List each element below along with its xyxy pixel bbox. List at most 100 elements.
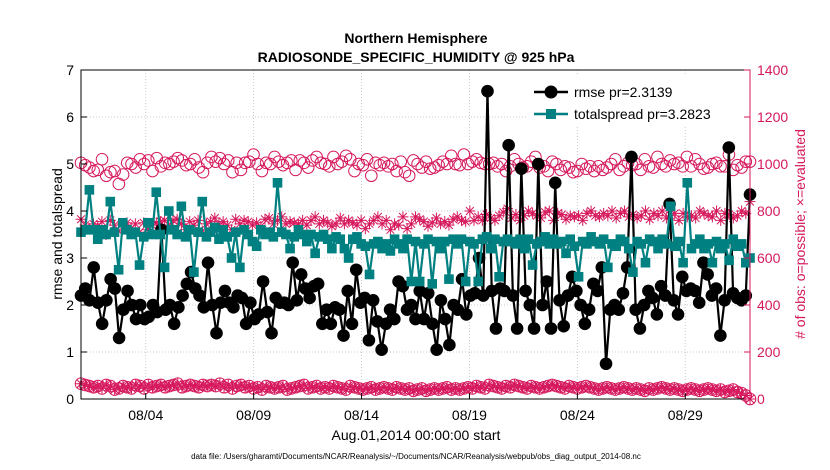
data-point-evaluated bbox=[315, 382, 327, 394]
data-point-possible bbox=[428, 161, 441, 174]
data-point-possible bbox=[217, 157, 231, 171]
data-point-totalspread bbox=[527, 260, 538, 270]
data-point-evaluated bbox=[104, 214, 116, 226]
data-point-totalspread bbox=[603, 262, 613, 273]
data-point-evaluated bbox=[264, 381, 276, 393]
data-point-rmse bbox=[510, 322, 524, 335]
data-point-rmse bbox=[667, 294, 681, 307]
left-axis-tick-label: 4 bbox=[66, 203, 74, 219]
data-point-evaluated bbox=[689, 384, 701, 396]
data-point-evaluated bbox=[374, 382, 386, 394]
data-point-rmse bbox=[650, 308, 664, 321]
data-point-evaluated bbox=[492, 381, 504, 393]
data-point-possible bbox=[188, 153, 201, 166]
data-point-evaluated bbox=[715, 384, 727, 396]
data-point-evaluated bbox=[618, 381, 630, 393]
data-point-evaluated bbox=[428, 382, 440, 394]
series-layer bbox=[74, 84, 757, 406]
data-point-evaluated bbox=[727, 384, 739, 396]
data-point-totalspread bbox=[172, 229, 182, 240]
data-point-evaluated bbox=[180, 380, 192, 392]
data-point-evaluated bbox=[543, 205, 555, 217]
data-point-evaluated bbox=[698, 384, 710, 396]
series-square bbox=[76, 178, 755, 289]
data-point-evaluated bbox=[552, 207, 564, 219]
data-point-possible bbox=[638, 153, 652, 166]
data-point-totalspread bbox=[674, 236, 684, 247]
data-point-possible bbox=[184, 157, 197, 171]
data-point-rmse bbox=[167, 317, 181, 331]
data-point-possible bbox=[583, 160, 597, 173]
data-point-rmse bbox=[265, 326, 278, 340]
data-point-possible bbox=[327, 150, 340, 164]
data-point-totalspread bbox=[343, 253, 354, 263]
data-point-evaluated bbox=[248, 382, 260, 394]
data-point-evaluated bbox=[635, 384, 647, 396]
right-axis-tick-label: 1200 bbox=[757, 109, 788, 125]
data-point-evaluated bbox=[563, 380, 575, 392]
data-point-evaluated bbox=[668, 382, 680, 394]
data-point-possible bbox=[588, 164, 601, 178]
data-point-totalspread bbox=[310, 248, 320, 259]
data-point-totalspread bbox=[406, 276, 417, 287]
data-point-evaluated bbox=[297, 214, 309, 226]
data-point-evaluated bbox=[395, 382, 407, 394]
data-point-possible bbox=[251, 157, 265, 171]
data-point-evaluated bbox=[192, 214, 204, 226]
data-point-totalspread bbox=[113, 264, 124, 275]
data-point-rmse bbox=[311, 277, 325, 291]
data-point-rmse bbox=[697, 256, 710, 270]
data-point-totalspread bbox=[423, 234, 433, 244]
data-point-possible bbox=[95, 153, 109, 166]
data-point-totalspread bbox=[703, 239, 713, 249]
data-point-evaluated bbox=[326, 220, 338, 232]
data-point-totalspread bbox=[628, 267, 638, 277]
right-axis-tick-label: 1400 bbox=[757, 62, 788, 78]
data-point-totalspread bbox=[352, 232, 362, 242]
data-point-evaluated bbox=[430, 212, 442, 224]
data-point-possible bbox=[739, 155, 753, 168]
data-point-possible bbox=[209, 155, 222, 168]
data-point-rmse bbox=[261, 305, 274, 319]
data-point-rmse bbox=[345, 317, 359, 331]
data-point-evaluated bbox=[443, 219, 455, 231]
data-point-possible bbox=[554, 163, 567, 177]
right-axis: 0 200 400 600 800 1000 1200 1400 bbox=[744, 62, 788, 407]
data-point-evaluated bbox=[589, 210, 601, 222]
data-point-totalspread bbox=[373, 236, 383, 247]
data-point-totalspread bbox=[222, 232, 233, 242]
data-point-possible bbox=[672, 156, 685, 170]
data-point-totalspread bbox=[193, 227, 203, 237]
left-axis-tick-label: 5 bbox=[66, 156, 74, 172]
data-point-rmse bbox=[172, 301, 185, 314]
data-point-evaluated bbox=[567, 381, 579, 393]
data-point-evaluated bbox=[397, 211, 409, 223]
data-point-evaluated bbox=[201, 380, 213, 392]
data-point-rmse bbox=[303, 291, 316, 305]
data-point-rmse bbox=[375, 343, 388, 356]
data-point-evaluated bbox=[79, 379, 91, 391]
data-point-rmse bbox=[714, 329, 727, 342]
data-point-rmse bbox=[332, 303, 346, 317]
data-point-possible bbox=[617, 160, 631, 173]
data-point-possible bbox=[651, 150, 664, 164]
data-point-possible bbox=[83, 161, 96, 174]
data-point-evaluated bbox=[357, 384, 369, 396]
y-axis-label-left: rmse and totalspread bbox=[49, 168, 65, 300]
data-point-possible bbox=[579, 162, 593, 175]
data-point-evaluated bbox=[644, 213, 656, 225]
data-point-evaluated bbox=[382, 382, 394, 394]
data-point-evaluated bbox=[175, 218, 187, 230]
data-point-possible bbox=[360, 153, 374, 166]
data-point-rmse bbox=[421, 286, 435, 300]
data-point-totalspread bbox=[682, 178, 693, 188]
data-point-evaluated bbox=[323, 382, 335, 394]
data-point-totalspread bbox=[573, 272, 584, 282]
data-point-evaluated bbox=[273, 381, 285, 393]
data-point-rmse bbox=[176, 289, 189, 302]
data-point-evaluated bbox=[269, 382, 281, 394]
data-point-totalspread bbox=[364, 269, 375, 280]
data-point-evaluated bbox=[259, 213, 271, 225]
data-point-evaluated bbox=[348, 381, 360, 393]
data-point-possible bbox=[373, 158, 387, 172]
